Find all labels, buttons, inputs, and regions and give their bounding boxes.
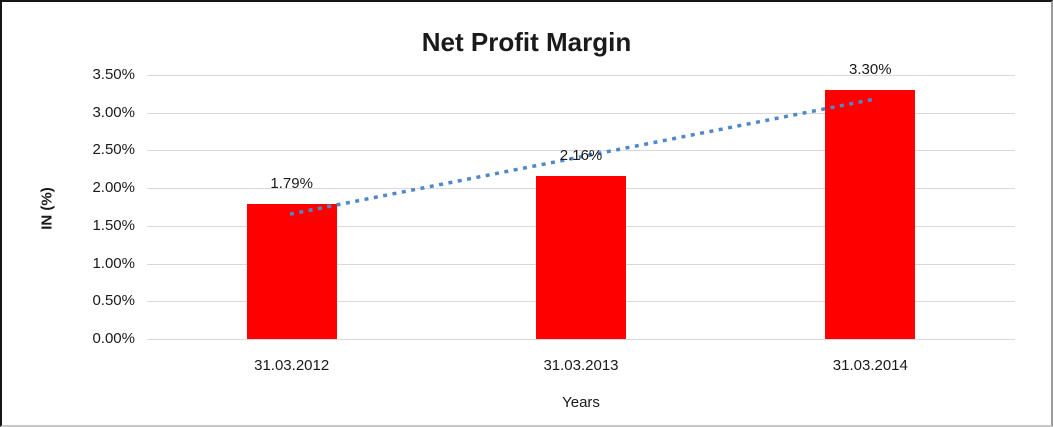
y-axis: 3.50% 3.00% 2.50% 2.00% 1.50% 1.00% 0.50% 0.00% [2,66,135,347]
y-tick-label: 3.50% [92,66,135,83]
x-axis: 31.03.2012 31.03.2013 31.03.2014 [147,357,1015,377]
y-tick-label: 0.00% [92,330,135,347]
gridline [147,75,1015,76]
x-tick-label: 31.03.2012 [254,357,330,374]
plot-area: 1.79% 2.16% 3.30% [147,61,1015,340]
y-tick-label: 2.50% [92,141,135,159]
y-tick-label: 1.50% [92,216,135,234]
x-tick-label: 31.03.2014 [832,357,908,374]
data-label-31-03-2012: 1.79% [270,174,313,192]
y-tick-label: 3.00% [92,103,135,121]
gridline [147,112,1015,114]
data-label-31-03-2013: 2.16% [559,147,603,165]
x-tick-label: 31.03.2013 [543,357,619,374]
gridline [147,339,1015,340]
chart-title: Net Profit Margin [421,27,632,57]
x-axis-title: Years [562,394,600,411]
data-label-31-03-2014: 3.30% [849,61,892,79]
y-tick-label: 2.00% [92,179,135,197]
y-tick-label: 0.50% [92,292,135,310]
y-tick-label: 1.00% [92,254,135,272]
trendline-dotted [289,97,873,216]
bar-31-03-2013 [536,176,626,339]
bar-31-03-2014 [825,90,916,339]
gridline [147,150,1015,152]
bar-31-03-2012 [246,203,337,339]
